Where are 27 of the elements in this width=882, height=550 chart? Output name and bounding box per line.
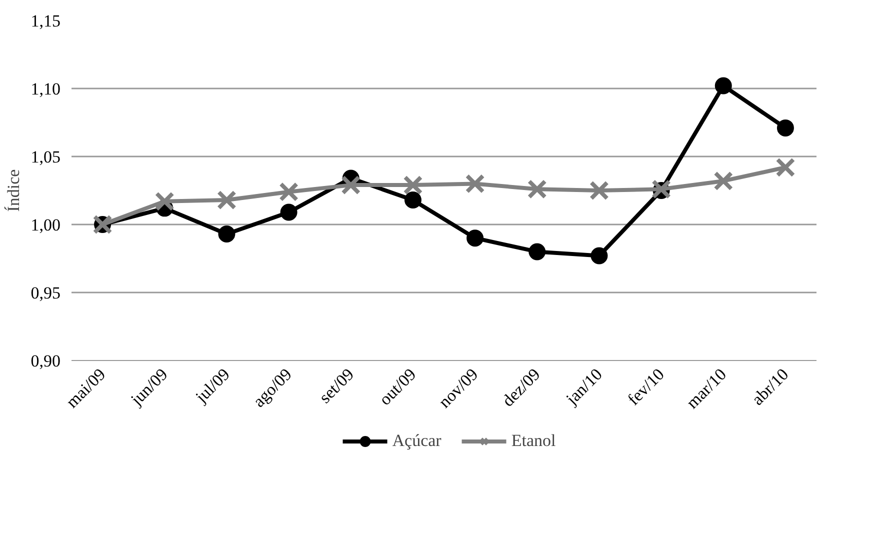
- point: [218, 226, 236, 243]
- y-tick-label: 1,00: [30, 216, 60, 234]
- point: [714, 171, 734, 191]
- point: [466, 230, 484, 247]
- point: [403, 175, 423, 195]
- y-tick-label: 1,10: [30, 80, 60, 98]
- y-tick-label: 0,95: [30, 284, 60, 302]
- y-tick-label: 0,90: [30, 352, 60, 370]
- point: [154, 192, 174, 212]
- legend-label: Açúcar: [392, 431, 442, 451]
- point: [216, 190, 236, 210]
- point: [590, 247, 608, 264]
- y-tick-label: 1,15: [30, 12, 60, 30]
- point: [589, 180, 609, 200]
- point: [280, 204, 298, 221]
- point: [404, 192, 422, 209]
- y-tick-label: 1,05: [30, 148, 60, 166]
- point: [776, 158, 796, 178]
- point: [714, 77, 732, 94]
- point: [465, 174, 485, 194]
- point: [527, 179, 547, 199]
- point: [279, 182, 299, 202]
- point: [528, 243, 546, 260]
- legend-label: Etanol: [511, 431, 556, 451]
- point: [341, 175, 361, 195]
- point: [776, 119, 794, 136]
- y-axis-title: Índice: [4, 169, 23, 212]
